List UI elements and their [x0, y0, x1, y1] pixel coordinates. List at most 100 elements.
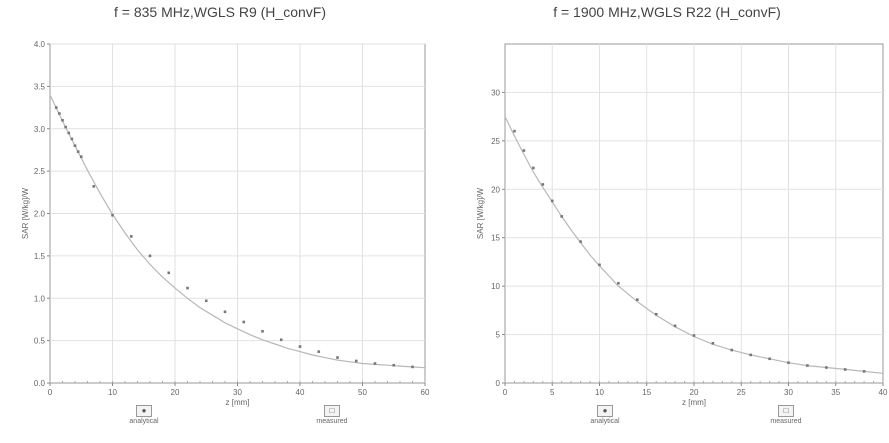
series-measured-point — [223, 310, 227, 314]
series-measured-point — [673, 324, 677, 328]
series-measured-point — [411, 365, 414, 369]
x-tick-label: 30 — [784, 388, 793, 397]
series-measured-point — [148, 254, 152, 258]
chart-left: f = 835 MHz,WGLS R9 (H_convF) 0 10 20 30 40 5… — [0, 0, 440, 443]
series-measured-point — [550, 199, 554, 203]
x-axis-label: z [mm] — [226, 398, 250, 407]
series-measured-point — [843, 368, 847, 371]
series-measured-point — [317, 350, 321, 353]
series-measured-point — [768, 357, 771, 361]
y-tick-label: 2.0 — [34, 210, 46, 219]
legend-analytical-label: analytical — [129, 418, 159, 425]
x-tick-label: 30 — [233, 388, 242, 397]
x-tick-label: 10 — [595, 388, 604, 397]
x-tick-label: 40 — [879, 388, 888, 397]
series-measured-point — [73, 144, 77, 147]
legend-analytical-marker: ● — [597, 405, 613, 417]
chart-title: f = 1900 MHz,WGLS R22 (H_convF) — [553, 4, 781, 20]
y-tick-label: 20 — [491, 185, 500, 194]
series-measured-point — [560, 215, 563, 218]
legend-measured-label: measured — [316, 418, 348, 425]
y-tick-label: 4.0 — [34, 40, 46, 49]
series-measured-point — [111, 213, 114, 217]
series-measured-point — [67, 131, 71, 135]
series-measured-point — [579, 240, 582, 243]
series-measured-point — [711, 341, 715, 345]
legend-analytical-label: analytical — [590, 418, 620, 425]
series-measured-point — [76, 150, 80, 153]
legend-measured: □ measured — [302, 405, 362, 425]
legend-analytical: ● analytical — [114, 405, 174, 425]
series-measured-point — [242, 320, 246, 324]
series-measured-point — [862, 370, 866, 373]
y-tick-label: 15 — [491, 234, 500, 243]
series-measured-point — [532, 166, 535, 170]
chart-right-plot: 0 5 10 15 20 25 30 35 40 0 5 10 15 20 25 30 z [mm] SAR [W… — [476, 43, 888, 407]
x-tick-label: 60 — [421, 388, 430, 397]
chart-left-plot: 0 10 20 30 40 50 60 0.0 0.5 1.0 1.5 2.0 2.5 3.0 3.5 4.0… — [21, 40, 430, 407]
series-measured-point — [61, 118, 64, 122]
legend-analytical-marker: ● — [136, 405, 152, 417]
y-tick-label: 0.5 — [34, 337, 46, 346]
x-tick-label: 20 — [171, 388, 180, 397]
y-tick-label: 0.0 — [34, 379, 46, 388]
y-tick-label: 25 — [491, 137, 500, 146]
series-measured-point — [513, 129, 516, 133]
series-measured-point — [373, 362, 377, 365]
series-measured-point — [336, 356, 339, 359]
legend-measured: □ measured — [756, 405, 816, 425]
series-measured-point — [298, 345, 302, 348]
x-tick-label: 10 — [108, 388, 117, 397]
legend-measured-marker: □ — [324, 405, 340, 417]
series-measured-point — [806, 364, 809, 367]
series-measured-point — [354, 359, 358, 363]
series-measured-point — [787, 361, 790, 364]
series-measured-point — [167, 271, 171, 275]
series-measured-point — [54, 106, 58, 109]
x-tick-label: 40 — [296, 388, 305, 397]
legend-analytical: ● analytical — [575, 405, 635, 425]
x-axis-label: z [mm] — [682, 398, 706, 407]
y-axis-label: SAR [W/kg]/W — [21, 188, 30, 240]
y-tick-label: 3.5 — [34, 82, 46, 91]
chart-right: f = 1900 MHz,WGLS R22 (H_convF) 0 5 10 15 20… — [445, 0, 889, 443]
y-tick-label: 2.5 — [34, 167, 46, 176]
series-measured-point — [58, 112, 61, 115]
x-tick-label: 15 — [642, 388, 651, 397]
y-tick-label: 3.0 — [34, 125, 46, 134]
y-tick-label: 1.0 — [34, 294, 46, 303]
x-tick-label: 35 — [831, 388, 840, 397]
y-tick-label: 30 — [491, 88, 500, 97]
series-measured-point — [92, 185, 96, 188]
series-measured-point — [636, 298, 639, 302]
series-measured-point — [730, 348, 734, 352]
series-measured-point — [279, 338, 283, 342]
y-tick-label: 10 — [491, 282, 500, 291]
series-measured-point — [617, 281, 620, 285]
series-analytical-line — [504, 116, 884, 374]
series-measured-point — [522, 149, 526, 152]
series-measured-point — [654, 312, 658, 316]
x-tick-label: 5 — [550, 388, 555, 397]
series-measured-point — [749, 353, 752, 357]
x-tick-label: 0 — [48, 388, 53, 397]
y-tick-label: 5 — [496, 331, 501, 340]
y-tick-label: 1.5 — [34, 252, 46, 261]
series-measured-point — [186, 286, 189, 290]
series-measured-point — [392, 363, 396, 367]
series-measured-point — [129, 235, 133, 238]
series-measured-point — [70, 137, 74, 141]
series-measured-point — [261, 330, 264, 333]
y-axis-label: SAR [W/kg]/W — [476, 188, 485, 240]
series-measured-point — [692, 334, 696, 337]
series-measured-point — [64, 125, 67, 129]
series-measured-point — [825, 366, 828, 369]
series-measured-point — [204, 299, 208, 303]
legend-measured-label: measured — [770, 418, 802, 425]
legend-measured-marker: □ — [778, 405, 794, 417]
x-tick-label: 0 — [503, 388, 508, 397]
chart-title: f = 835 MHz,WGLS R9 (H_convF) — [113, 4, 326, 20]
x-tick-label: 25 — [737, 388, 746, 397]
series-measured-point — [598, 263, 601, 267]
series-measured-point — [79, 155, 83, 159]
